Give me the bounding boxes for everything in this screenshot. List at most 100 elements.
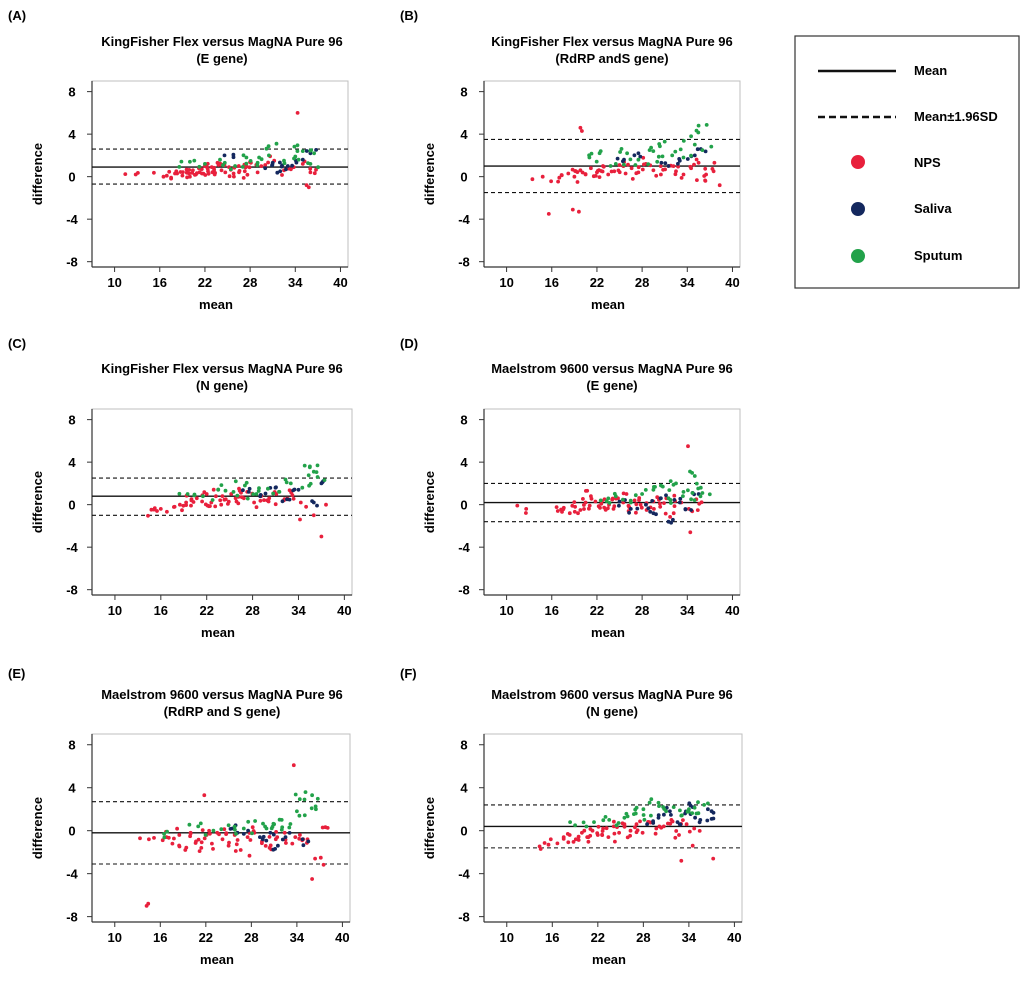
point-saliva (287, 497, 292, 502)
y-tick-label: 8 (460, 85, 467, 100)
point-nps (659, 825, 664, 830)
point-nps (260, 841, 264, 846)
point-nps (237, 170, 241, 175)
point-nps (308, 170, 313, 175)
legend-nps-marker (851, 155, 865, 169)
point-nps (194, 496, 199, 501)
point-nps (710, 167, 715, 171)
legend-sd-label: Mean±1.96SD (914, 109, 998, 124)
point-sputum (300, 149, 305, 154)
x-tick-label: 40 (337, 603, 351, 618)
point-nps (184, 500, 189, 505)
point-saliva (278, 160, 282, 165)
point-nps (165, 509, 169, 514)
y-tick-label: -4 (458, 540, 470, 555)
point-sputum (274, 141, 279, 146)
x-tick-label: 16 (153, 930, 167, 945)
point-sputum (690, 471, 694, 475)
point-sputum (162, 835, 167, 840)
point-sputum (584, 824, 589, 829)
point-saliva (656, 815, 661, 820)
point-nps (213, 504, 218, 509)
point-sputum (297, 797, 302, 802)
point-sputum (203, 833, 208, 837)
x-tick-label: 28 (635, 275, 649, 290)
point-sputum (608, 164, 613, 168)
point-sputum (267, 153, 271, 158)
point-sputum (616, 821, 621, 825)
point-nps (703, 166, 708, 171)
point-nps (217, 832, 221, 837)
point-nps (632, 498, 637, 503)
point-sputum (310, 793, 314, 798)
x-tick-label: 10 (108, 603, 122, 618)
point-nps (612, 831, 617, 836)
point-sputum (269, 826, 274, 831)
x-axis-label: mean (591, 297, 625, 312)
point-sputum (165, 829, 170, 834)
point-nps (674, 829, 679, 833)
point-nps (238, 848, 243, 852)
point-nps (599, 169, 604, 173)
point-nps (641, 155, 646, 160)
point-nps (640, 167, 645, 172)
point-sputum (656, 800, 661, 805)
point-sputum (293, 792, 298, 797)
x-tick-label: 10 (500, 930, 514, 945)
point-sputum (192, 493, 197, 498)
point-nps (581, 497, 585, 501)
point-nps (291, 496, 296, 501)
point-sputum (295, 149, 300, 154)
point-nps (587, 506, 591, 511)
x-tick-label: 22 (199, 930, 213, 945)
point-nps (572, 509, 577, 514)
point-nps (273, 502, 278, 507)
y-tick-label: 0 (68, 824, 75, 839)
point-nps (589, 166, 593, 171)
point-nps (227, 840, 231, 845)
point-nps (595, 169, 600, 173)
point-sputum (696, 486, 701, 491)
point-nps (576, 834, 581, 839)
point-nps (180, 173, 185, 178)
point-saliva (294, 160, 299, 165)
point-nps (628, 828, 633, 833)
point-sputum (673, 149, 678, 154)
point-sputum (316, 165, 320, 170)
point-sputum (177, 491, 182, 496)
point-nps (123, 172, 128, 177)
point-sputum (698, 494, 703, 499)
point-saliva (656, 813, 661, 817)
x-tick-label: 10 (107, 275, 121, 290)
point-nps (164, 173, 169, 178)
panel-title-line1: KingFisher Flex versus MagNA Pure 96 (101, 34, 343, 49)
point-nps (662, 501, 666, 505)
point-nps (655, 495, 660, 500)
point-sputum (667, 488, 672, 492)
point-nps (306, 185, 311, 190)
point-nps (236, 164, 241, 168)
point-sputum (681, 490, 686, 494)
point-saliva (301, 843, 306, 848)
point-saliva (306, 839, 311, 844)
point-sputum (218, 157, 222, 162)
point-nps (524, 507, 529, 511)
point-saliva (671, 517, 675, 522)
point-nps (219, 168, 224, 173)
point-sputum (307, 483, 311, 488)
point-nps (612, 504, 617, 509)
point-sputum (308, 148, 313, 153)
point-sputum (233, 479, 238, 484)
y-tick-label: 8 (460, 738, 467, 753)
point-nps (612, 169, 617, 174)
point-nps (258, 498, 263, 503)
point-sputum (632, 812, 636, 816)
point-sputum (302, 797, 307, 802)
x-tick-label: 28 (245, 603, 259, 618)
point-sputum (636, 157, 641, 162)
point-nps (690, 843, 695, 848)
point-sputum (668, 479, 673, 483)
point-nps (177, 833, 182, 837)
point-nps (658, 164, 663, 169)
point-saliva (284, 167, 288, 172)
